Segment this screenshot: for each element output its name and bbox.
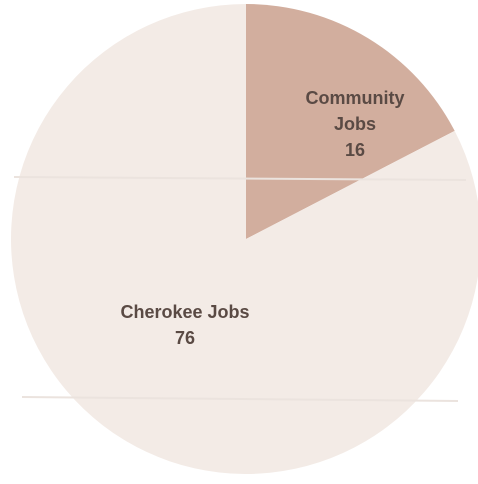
slice-label-0: Community Jobs 16 — [306, 88, 405, 160]
labels-layer: Community Jobs 16 Cherokee Jobs 76 — [120, 88, 404, 348]
slices-layer — [11, 4, 478, 474]
paper-folds — [13, 176, 467, 402]
slice-label-1: Cherokee Jobs 76 — [120, 302, 249, 348]
pie-slice-1 — [11, 4, 478, 474]
fold-line-upper — [13, 176, 467, 181]
fold-line-lower — [21, 396, 459, 402]
slice-label-line-0-1: Jobs — [334, 114, 376, 134]
slice-value-0: 16 — [345, 140, 365, 160]
slice-value-1: 76 — [175, 328, 195, 348]
pie-slice-0 — [246, 4, 455, 239]
slice-label-line-1-0: Cherokee Jobs — [120, 302, 249, 322]
slice-label-line-0-0: Community — [306, 88, 405, 108]
